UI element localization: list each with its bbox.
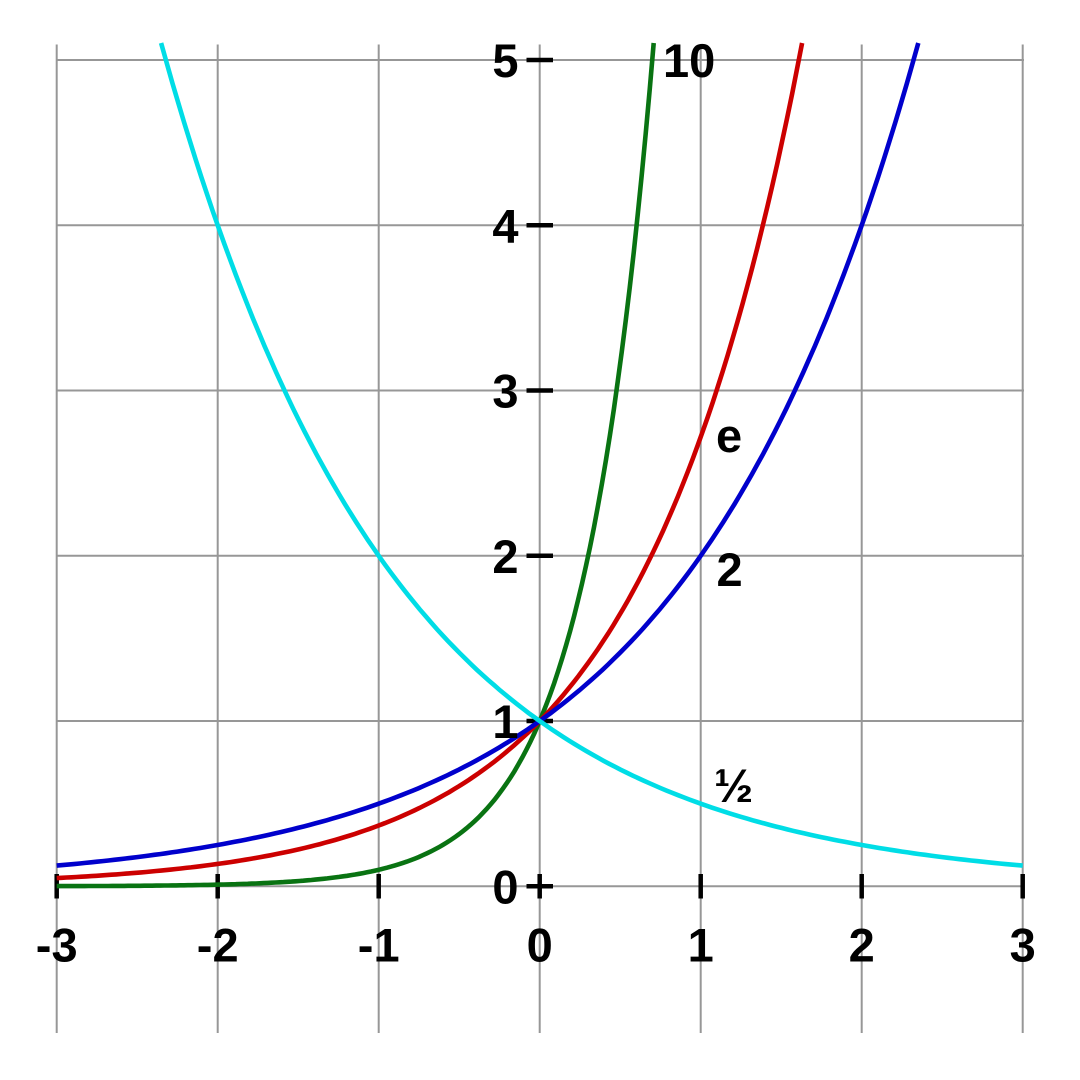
svg-text:0: 0 — [527, 919, 553, 972]
svg-text:1: 1 — [492, 695, 518, 748]
svg-text:e: e — [716, 409, 742, 462]
svg-text:½: ½ — [714, 759, 753, 812]
svg-text:5: 5 — [492, 34, 518, 87]
svg-text:2: 2 — [717, 543, 743, 596]
svg-text:4: 4 — [492, 199, 518, 252]
svg-text:2: 2 — [492, 530, 518, 583]
svg-text:-3: -3 — [36, 919, 78, 972]
svg-text:-2: -2 — [197, 919, 239, 972]
svg-text:3: 3 — [1010, 919, 1036, 972]
svg-text:1: 1 — [688, 919, 714, 972]
svg-text:10: 10 — [663, 34, 715, 87]
svg-text:-1: -1 — [358, 919, 400, 972]
svg-text:2: 2 — [849, 919, 875, 972]
svg-text:0: 0 — [492, 860, 518, 913]
svg-text:3: 3 — [492, 365, 518, 418]
